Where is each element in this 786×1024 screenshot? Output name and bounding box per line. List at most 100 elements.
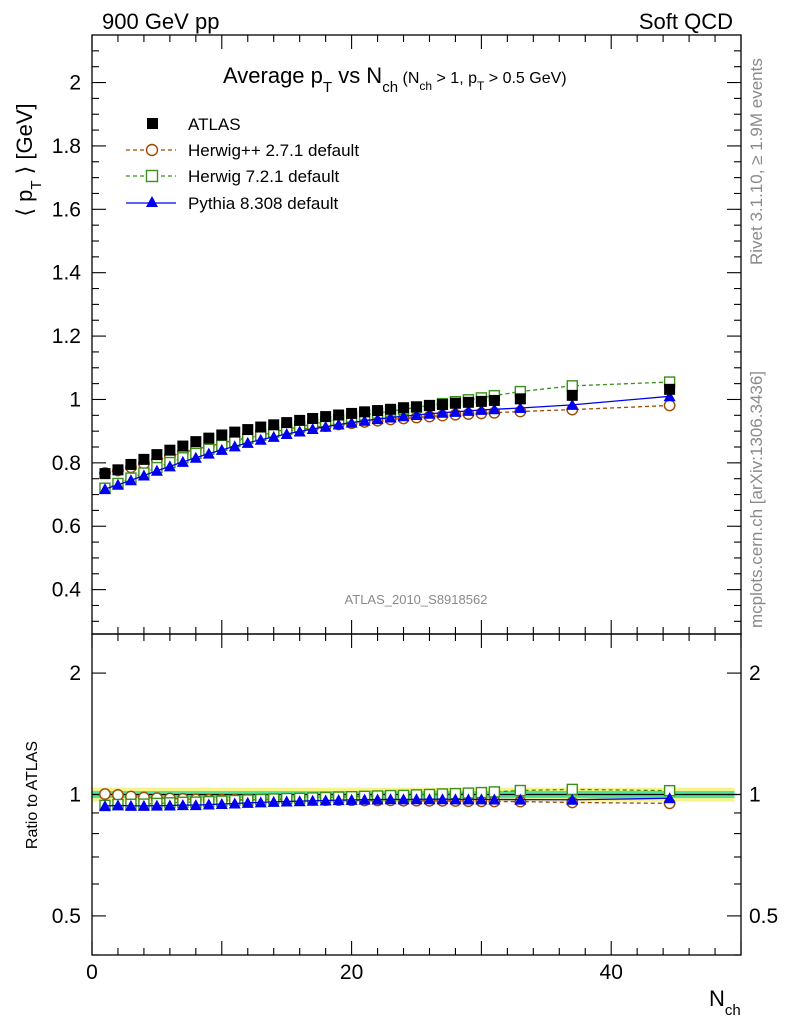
data-point-pythia (663, 390, 676, 402)
data-point-pythia (241, 436, 254, 448)
data-point-atlas (398, 402, 410, 414)
data-point-atlas (190, 436, 202, 448)
main-y-tick-label: 1.2 (52, 325, 81, 348)
header-left: 900 GeV pp (102, 9, 219, 34)
legend-label-herwigpp: Herwig++ 2.7.1 default (188, 141, 359, 160)
data-point-pythia (384, 411, 397, 423)
mcplots-label: mcplots.cern.ch [arXiv:1306.3436] (747, 371, 766, 628)
title-cuts-a: (N (398, 70, 419, 87)
legend-marker-herwigpp (145, 143, 159, 157)
ratio-point-pythia (267, 795, 280, 807)
legend-label-herwig7: Herwig 7.2.1 default (188, 167, 339, 186)
ratio-point-pythia (475, 793, 488, 805)
ratio-point-pythia (241, 796, 254, 808)
data-point-atlas (294, 414, 306, 426)
data-point-atlas (436, 399, 448, 411)
main-y-tick-label: 0.8 (52, 452, 81, 475)
data-point-atlas (514, 393, 526, 405)
x-tick-label: 0 (86, 961, 98, 984)
ratio-y-tick-label-right: 0.5 (749, 905, 778, 928)
legend-label-atlas: ATLAS (188, 115, 241, 134)
ratio-line-herwigpp (104, 793, 670, 805)
ylabel-sub: T (28, 180, 45, 189)
data-point-pythia (189, 451, 202, 463)
main-y-tick-label: 0.6 (52, 515, 81, 538)
data-point-pythia (410, 409, 423, 421)
x-tick-label: 20 (340, 961, 363, 984)
legend-item-herwig7: Herwig 7.2.1 default (126, 167, 339, 186)
data-point-atlas (346, 407, 358, 419)
y-axis-label: ⟨ pT ⟩ [GeV] (12, 103, 45, 216)
legend: ATLAS Herwig++ 2.7.1 default Herwig 7.2.… (126, 115, 359, 213)
data-point-pythia (293, 425, 306, 437)
data-point-pythia (345, 416, 358, 428)
ratio-point-pythia (514, 793, 527, 805)
data-point-atlas (462, 396, 474, 408)
ratio-point-pythia (150, 799, 163, 811)
data-point-pythia (371, 413, 384, 425)
ratio-point-pythia (228, 797, 241, 809)
ratio-point-pythia (319, 794, 332, 806)
title-main: Average p (223, 63, 323, 88)
data-point-atlas (320, 411, 332, 423)
title-cuts-b: > 1, p (432, 70, 477, 87)
ratio-point-pythia (410, 793, 423, 805)
data-point-atlas (255, 421, 267, 433)
ratio-line-herwig7 (104, 788, 670, 806)
data-point-pythia (462, 404, 475, 416)
ratio-point-pythia (384, 793, 397, 805)
data-point-pythia (423, 407, 436, 419)
rivet-label: Rivet 3.1.10, ≥ 1.9M events (747, 58, 766, 265)
data-point-atlas (203, 432, 215, 444)
ratio-point-pythia (189, 799, 202, 811)
main-y-tick-label: 1 (69, 388, 81, 411)
legend-marker-pythia (146, 196, 158, 207)
ratio-point-pythia (163, 799, 176, 811)
data-point-atlas (151, 449, 163, 461)
ratio-point-pythia (397, 793, 410, 805)
data-point-pythia (150, 464, 163, 476)
title-main-sub: T (323, 79, 332, 96)
ratio-y-tick-label-right: 2 (749, 662, 761, 685)
data-point-atlas (359, 406, 371, 418)
main-y-tick-label: 0.4 (52, 579, 82, 602)
ratio-point-pythia (332, 794, 345, 806)
data-point-atlas (333, 409, 345, 421)
series-line-pythia (104, 395, 670, 490)
data-point-atlas (372, 405, 384, 417)
data-point-atlas (488, 394, 500, 406)
data-point-pythia (319, 420, 332, 432)
title-cuts-b-sub: T (477, 79, 485, 93)
ratio-point-pythia (137, 799, 150, 811)
data-point-pythia (358, 414, 371, 426)
data-point-pythia (176, 455, 189, 467)
data-point-pythia (436, 406, 449, 418)
ratio-point-pythia (176, 799, 189, 811)
data-point-herwigpp (663, 399, 676, 412)
ratio-y-axis-label: Ratio to ATLAS (24, 741, 41, 849)
main-y-tick-label: 1.8 (52, 135, 81, 158)
data-point-pythia (566, 398, 579, 410)
main-y-tick-label: 2 (69, 72, 81, 95)
ratio-point-pythia (423, 793, 436, 805)
analysis-tag: ATLAS_2010_S8918562 (345, 592, 488, 607)
data-point-atlas (307, 412, 319, 424)
data-point-atlas (411, 401, 422, 413)
data-point-pythia (449, 405, 462, 417)
data-point-pythia (124, 474, 137, 486)
data-point-atlas (566, 389, 578, 401)
data-point-herwig7 (566, 380, 578, 392)
data-point-atlas (99, 468, 111, 480)
plot-layer: 0 20 40 0.4 0.6 0.8 1 1.2 1.4 1.6 1.8 2 0.5 0.5 1 1 2 2 (52, 34, 778, 984)
ratio-y-tick-label-right: 1 (749, 784, 761, 807)
ratio-point-pythia (202, 798, 215, 810)
ratio-point-pythia (436, 793, 449, 805)
data-point-pythia (332, 418, 345, 430)
data-point-atlas (138, 453, 150, 465)
legend-marker-atlas (147, 118, 158, 129)
ratio-y-tick-label: 1 (69, 784, 81, 807)
data-point-atlas (216, 429, 228, 441)
data-point-atlas (664, 383, 676, 395)
x-axis-label: Nch (709, 986, 741, 1019)
